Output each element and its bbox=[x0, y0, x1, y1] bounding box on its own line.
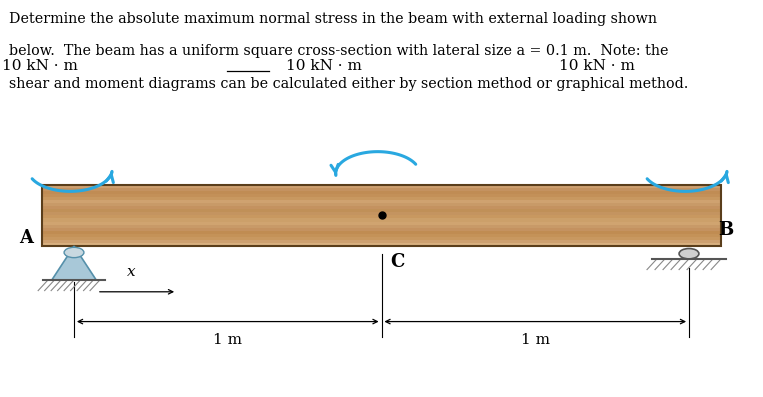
Text: below.  The beam has a uniform square cross-section with lateral size a = 0.1 m.: below. The beam has a uniform square cro… bbox=[9, 44, 668, 58]
Bar bbox=[42, 203, 721, 206]
Bar bbox=[42, 185, 721, 188]
Text: x: x bbox=[127, 265, 136, 279]
Text: C: C bbox=[391, 253, 405, 271]
Text: 10 kN · m: 10 kN · m bbox=[559, 58, 635, 73]
Bar bbox=[42, 215, 721, 218]
Bar bbox=[42, 234, 721, 237]
Bar bbox=[42, 212, 721, 215]
Text: B: B bbox=[718, 221, 733, 239]
Bar bbox=[42, 200, 721, 203]
Bar bbox=[42, 231, 721, 234]
Bar bbox=[42, 240, 721, 243]
Bar bbox=[42, 243, 721, 246]
Bar bbox=[42, 237, 721, 240]
Text: 10 kN · m: 10 kN · m bbox=[2, 58, 77, 73]
Text: 1 m: 1 m bbox=[520, 333, 550, 347]
Text: Determine the absolute maximum normal stress in the beam with external loading s: Determine the absolute maximum normal st… bbox=[9, 12, 657, 26]
Bar bbox=[42, 222, 721, 225]
Bar bbox=[42, 209, 721, 212]
Bar bbox=[42, 218, 721, 222]
Bar bbox=[42, 194, 721, 197]
Bar bbox=[42, 228, 721, 231]
Bar bbox=[42, 191, 721, 194]
Circle shape bbox=[64, 247, 84, 258]
Bar bbox=[42, 188, 721, 191]
Text: 10 kN · m: 10 kN · m bbox=[286, 58, 362, 73]
Bar bbox=[42, 197, 721, 200]
Bar bbox=[42, 225, 721, 228]
Circle shape bbox=[679, 249, 699, 259]
Text: A: A bbox=[19, 229, 33, 247]
Bar bbox=[42, 185, 721, 246]
Bar bbox=[42, 206, 721, 209]
Text: shear and moment diagrams can be calculated either by section method or graphica: shear and moment diagrams can be calcula… bbox=[9, 77, 688, 91]
Text: 1 m: 1 m bbox=[213, 333, 243, 347]
Polygon shape bbox=[52, 246, 96, 280]
